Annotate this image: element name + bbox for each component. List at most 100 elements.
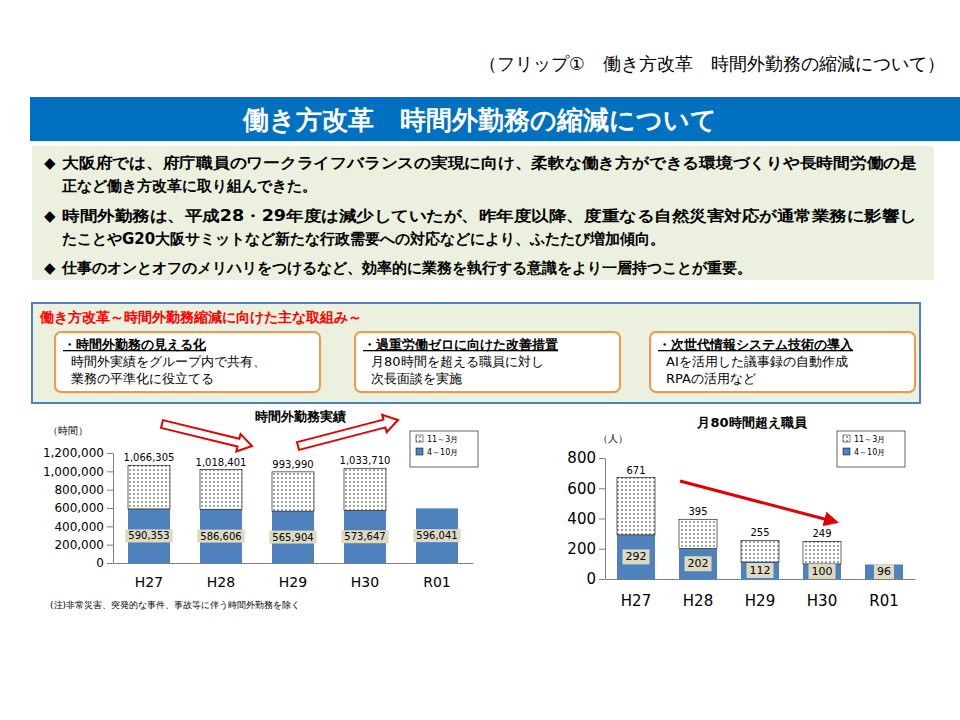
- legend-box: [410, 431, 478, 467]
- data-labels: 29220211210096671395255249: [623, 465, 895, 580]
- tick: H27: [135, 574, 163, 590]
- bar: [128, 465, 170, 509]
- axis-title: （人）: [598, 433, 628, 444]
- tick-label: R01: [423, 574, 451, 590]
- tick: R01: [869, 592, 899, 610]
- legend-label: 4～10月: [427, 448, 458, 457]
- trend-arrow: [160, 415, 254, 454]
- initiative-text: 次長面談を実施: [371, 371, 462, 386]
- bar: [344, 468, 386, 510]
- legend-label: 11～3月: [427, 435, 458, 444]
- bar: [200, 509, 242, 563]
- chart: 292202112100966713952552490200400600800H…: [567, 415, 915, 610]
- tick-label: H30: [351, 574, 379, 590]
- data-label: 112: [750, 564, 771, 577]
- tick-label: 0: [96, 556, 104, 570]
- note: (注)非常災害、突発的な事件、事故等に伴う時間外勤務を除く: [50, 600, 300, 610]
- data-label-bg: [125, 529, 172, 542]
- bar: [128, 509, 170, 563]
- initiative-card: [55, 332, 320, 392]
- tick-mark: [107, 490, 113, 491]
- data-label-bg: [685, 556, 712, 571]
- tick-label: 600,000: [54, 501, 104, 515]
- legend-swatch: [843, 448, 850, 455]
- legend: 11～3月4～10月: [837, 431, 905, 467]
- bullet-text: 正など働き方改革に取り組んできた。: [61, 177, 317, 195]
- tick-label: 800,000: [54, 483, 104, 497]
- chart: 590,353586,606565,904573,647596,0411,066…: [43, 409, 478, 610]
- tick-mark: [107, 563, 113, 564]
- summary-box: [32, 146, 934, 280]
- tick: H29: [745, 592, 775, 610]
- data-label: 573,647: [344, 531, 385, 542]
- data-label: 202: [688, 557, 709, 570]
- initiatives-title: 働き方改革～時間外勤務縮減に向けた主な取組み～: [39, 309, 362, 325]
- total-label: 249: [812, 528, 831, 539]
- initiative-title: ・次世代情報システム技術の導入: [658, 337, 854, 352]
- tick-mark: [107, 545, 113, 546]
- tick-mark: [599, 488, 605, 489]
- tick-label: H28: [207, 574, 235, 590]
- tick: H29: [279, 574, 307, 590]
- bar: [617, 478, 655, 535]
- y-axis: 0200,000400,000600,000800,0001,000,0001,…: [43, 446, 114, 570]
- tick-label: 600: [567, 480, 596, 498]
- chart-title: 月80時間超え職員: [696, 415, 807, 430]
- tick-label: 200: [567, 540, 596, 558]
- initiative-title: ・時間外勤務の見える化: [63, 337, 207, 352]
- bar: [344, 510, 386, 563]
- data-label: 96: [877, 565, 891, 578]
- initiative-text: 業務の平準化に役立てる: [71, 371, 214, 386]
- axis-title: （時間）: [48, 425, 88, 436]
- bullet-text: 時間外勤務は、平成28・29年度は減少していたが、昨年度以降、度重なる自然災害対…: [62, 207, 917, 225]
- bullet-symbol: ◆: [44, 154, 56, 172]
- bar: [617, 535, 655, 579]
- total-label: 1,033,710: [340, 455, 391, 466]
- bar: [272, 511, 314, 563]
- data-label-bg: [269, 531, 316, 544]
- bar: [803, 564, 841, 579]
- bar: [200, 470, 242, 510]
- axis-line: [114, 563, 474, 564]
- banner: [30, 97, 960, 141]
- tick-mark: [599, 519, 605, 520]
- tick-label: 0: [586, 570, 596, 588]
- bar: [803, 541, 841, 564]
- legend-swatch: [843, 435, 850, 442]
- tick: H28: [207, 574, 235, 590]
- tick: 400,000: [54, 520, 113, 534]
- tick: 0: [96, 556, 113, 570]
- tick-label: R01: [869, 592, 899, 610]
- tick: 400: [567, 510, 605, 528]
- tick: 600,000: [54, 501, 113, 515]
- data-label: 596,041: [416, 530, 457, 541]
- bar: [741, 562, 779, 579]
- bullet-text: 大阪府では、府庁職員のワークライフバランスの実現に向け、柔軟な働き方ができる環境…: [62, 154, 917, 172]
- data-label-bg: [809, 564, 836, 579]
- initiative-text: AIを活用した議事録の自動作成: [666, 354, 848, 369]
- bar: [416, 508, 458, 563]
- x-axis: H27H28H29H30R01: [606, 580, 916, 610]
- tick-label: H27: [621, 592, 651, 610]
- tick-label: H27: [135, 574, 163, 590]
- data-label-bg: [623, 549, 650, 564]
- tick-mark: [599, 549, 605, 550]
- legend-swatch: [416, 448, 423, 455]
- bullet-text: 仕事のオンとオフのメリハリをつけるなど、効率的に業務を執行する意識をより一層持つ…: [61, 259, 752, 277]
- x-axis: H27 H28 H29 H30 R01: [114, 564, 474, 590]
- tick: H30: [351, 574, 379, 590]
- bar: [865, 564, 903, 579]
- banner-title: 働き方改革 時間外勤務の縮減について: [242, 105, 717, 135]
- data-label-bg: [747, 563, 774, 578]
- tick-label: 1,200,000: [43, 446, 104, 460]
- tick-label: H29: [745, 592, 775, 610]
- page: （フリップ① 働き方改革 時間外勤務の縮減について）働き方改革 時間外勤務の縮減…: [0, 0, 960, 720]
- initiative-card: [650, 332, 915, 392]
- data-label-bg: [413, 529, 460, 542]
- legend-box: [837, 431, 905, 467]
- axis-line: [113, 454, 114, 564]
- tick: 1,000,000: [43, 465, 113, 479]
- data-label-bg: [874, 564, 894, 579]
- bullet-text: たことやG20大阪サミットなど新たな行政需要への対応などにより、ふたたび増加傾向…: [62, 230, 665, 248]
- tick: H28: [683, 592, 713, 610]
